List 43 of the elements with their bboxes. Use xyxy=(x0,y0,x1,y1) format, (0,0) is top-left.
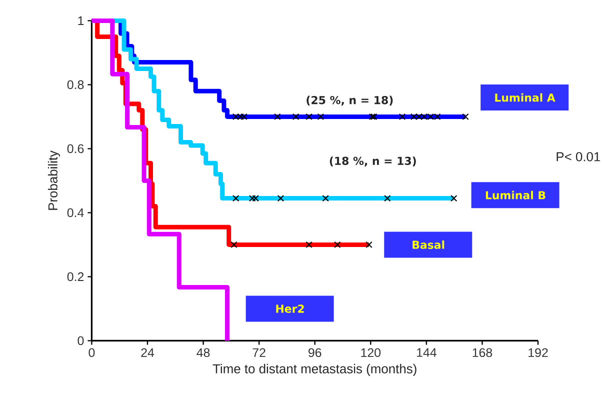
y-tick-label: 0.6 xyxy=(67,144,84,154)
x-tick-label: 0 xyxy=(88,348,95,358)
point xyxy=(398,113,406,120)
text: Her2 xyxy=(276,304,304,313)
point xyxy=(370,113,378,120)
point xyxy=(248,194,256,202)
point xyxy=(277,194,284,202)
x-tick-label: 120 xyxy=(361,348,381,358)
point xyxy=(462,113,469,120)
point xyxy=(368,113,376,120)
x-tick-label: 48 xyxy=(196,348,210,358)
y-tick-label: 0 xyxy=(78,336,84,346)
text: Luminal A xyxy=(495,93,556,102)
y-tick-label: 0.2 xyxy=(67,272,84,282)
point xyxy=(232,194,240,202)
point xyxy=(322,194,329,202)
point xyxy=(384,194,391,202)
y-tick-label: 1 xyxy=(78,16,84,25)
y-axis-title: Probability xyxy=(48,150,60,210)
x-axis-title: Time to distant metastasis (months) xyxy=(212,364,416,376)
text: P< 0.01 xyxy=(556,152,600,162)
x-tick-label: 144 xyxy=(417,348,436,357)
point xyxy=(306,241,312,248)
y-tick-label: 0.8 xyxy=(67,80,84,90)
x-tick-label: 96 xyxy=(308,348,322,358)
point xyxy=(317,113,324,120)
point xyxy=(334,241,341,248)
point xyxy=(274,113,281,120)
point xyxy=(366,241,372,248)
text: Basal xyxy=(412,240,444,249)
point xyxy=(292,113,300,120)
annotation: (25 %, n = 18) xyxy=(306,96,393,106)
point xyxy=(450,194,458,202)
x-tick-label: 72 xyxy=(252,348,266,357)
x-tick-label: 192 xyxy=(528,348,548,358)
point xyxy=(306,113,312,120)
point xyxy=(230,241,238,248)
x-tick-label: 24 xyxy=(141,348,154,357)
text: Luminal B xyxy=(486,190,546,200)
y-tick-label: 0.4 xyxy=(67,208,84,218)
annotation: (18 %, n = 13) xyxy=(330,156,416,166)
x-tick-label: 168 xyxy=(472,348,492,358)
point xyxy=(252,194,259,202)
